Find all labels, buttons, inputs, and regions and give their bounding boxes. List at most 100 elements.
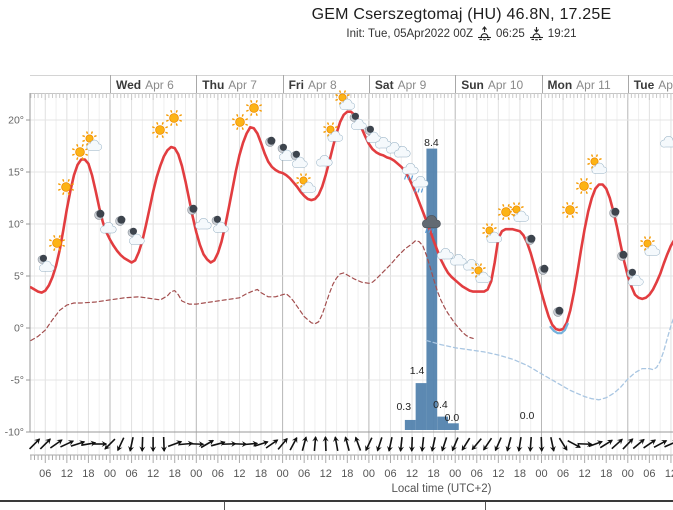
day-separator [282,75,284,93]
svg-text:06: 06 [557,468,569,480]
wind-arrow [387,436,393,452]
svg-text:06: 06 [125,468,137,480]
svg-text:1.4: 1.4 [410,365,425,377]
wind-arrow [128,436,135,452]
wind-arrow [28,438,41,450]
wind-arrow [567,440,581,448]
svg-text:12: 12 [61,468,73,480]
svg-text:00: 00 [535,468,547,480]
wind-arrow [599,439,613,449]
wind-arrow [277,437,288,450]
precip-bars [404,148,459,430]
wind-arrow [653,440,668,448]
day-separator [368,75,370,93]
table-top-border [0,500,673,502]
wind-arrow [611,438,623,450]
wind-arrow [243,440,259,447]
sunset-icon [529,26,544,41]
wind-arrow [643,439,657,449]
wind-arrows [28,436,673,452]
day-header-sat: Sat Apr 9 [374,78,427,92]
svg-text:00: 00 [190,468,202,480]
wind-arrow [440,437,448,452]
svg-text:5°: 5° [14,271,24,283]
svg-text:18: 18 [169,468,181,480]
wind-arrow [265,439,279,449]
y-axis: 20° 15° 10° 5° 0° -5° -10° [5,93,673,439]
wind-arrow [408,436,415,452]
svg-text:10°: 10° [8,219,24,231]
svg-text:18: 18 [514,468,526,480]
day-separator [110,75,111,93]
wind-arrow [538,436,545,452]
wind-arrow [419,436,426,452]
wind-arrow [483,437,493,451]
day-header-thu: Thu Apr 7 [202,78,257,92]
svg-text:0°: 0° [14,323,24,335]
svg-text:20°: 20° [8,115,24,127]
wind-arrow [49,439,63,449]
svg-text:18: 18 [341,468,353,480]
x-axis-label: Local time (UTC+2) [391,483,492,495]
svg-text:00: 00 [104,468,116,480]
wind-arrow [39,438,51,450]
wind-arrow [365,437,373,452]
wind-arrow [139,436,146,452]
day-separator [455,75,457,93]
svg-text:00: 00 [363,468,375,480]
wind-arrow [471,438,482,451]
wind-arrow [398,436,405,452]
wind-arrow [312,436,319,452]
svg-text:00: 00 [449,468,461,480]
wind-arrow [210,440,226,447]
wind-arrow [150,437,157,452]
day-header-wed: Wed Apr 6 [116,78,174,92]
header: GEM Cserszegtomaj (HU) 46.8N, 17.25E Ini… [250,6,673,41]
sunset-time: 19:21 [547,27,577,40]
curve-dewpoint [30,240,474,342]
day-separator [196,75,198,93]
wind-arrow [558,437,568,451]
init-text: Init: Tue, 05Apr2022 00Z [346,27,474,40]
curves [30,110,673,401]
svg-text:12: 12 [665,468,673,480]
svg-text:0.3: 0.3 [396,401,411,413]
wind-arrow [577,441,593,448]
svg-text:00: 00 [622,468,634,480]
wind-arrow [254,440,269,447]
svg-text:06: 06 [384,468,396,480]
day-header-bottom-border [30,93,673,94]
svg-text:06: 06 [212,468,224,480]
svg-text:-10°: -10° [5,427,24,439]
wind-arrow [632,438,645,450]
wind-arrow [588,440,603,448]
wind-arrow [527,436,534,452]
wind-arrow [322,436,329,452]
init-line: Init: Tue, 05Apr2022 00Z 06:25 19:21 [250,26,673,41]
day-header-top-border [30,75,673,76]
svg-text:-5°: -5° [10,375,24,387]
hour-labels: 06 12 18 00 06 12 18 00 06 12 18 00 06 12 18 00 06 12 18 00… [39,468,673,480]
svg-text:12: 12 [320,468,332,480]
wind-arrow [354,436,362,451]
svg-text:18: 18 [255,468,267,480]
wind-arrow [622,438,634,450]
svg-text:12: 12 [406,468,418,480]
page-title: GEM Cserszegtomaj (HU) 46.8N, 17.25E [311,6,612,23]
svg-text:18: 18 [427,468,439,480]
wind-arrow [167,440,183,448]
wind-arrow [664,440,673,448]
wind-arrow [160,436,167,452]
day-header-mon: Mon Apr 11 [547,78,611,92]
svg-text:0.0: 0.0 [445,412,460,424]
svg-text:15°: 15° [8,167,24,179]
svg-text:18: 18 [82,468,94,480]
svg-text:06: 06 [471,468,483,480]
wind-arrow [430,436,437,452]
wind-arrow [376,437,383,452]
wind-arrow [289,436,298,451]
wind-arrow [505,437,512,452]
svg-text:0.0: 0.0 [520,410,535,422]
svg-text:0.4: 0.4 [433,399,448,411]
